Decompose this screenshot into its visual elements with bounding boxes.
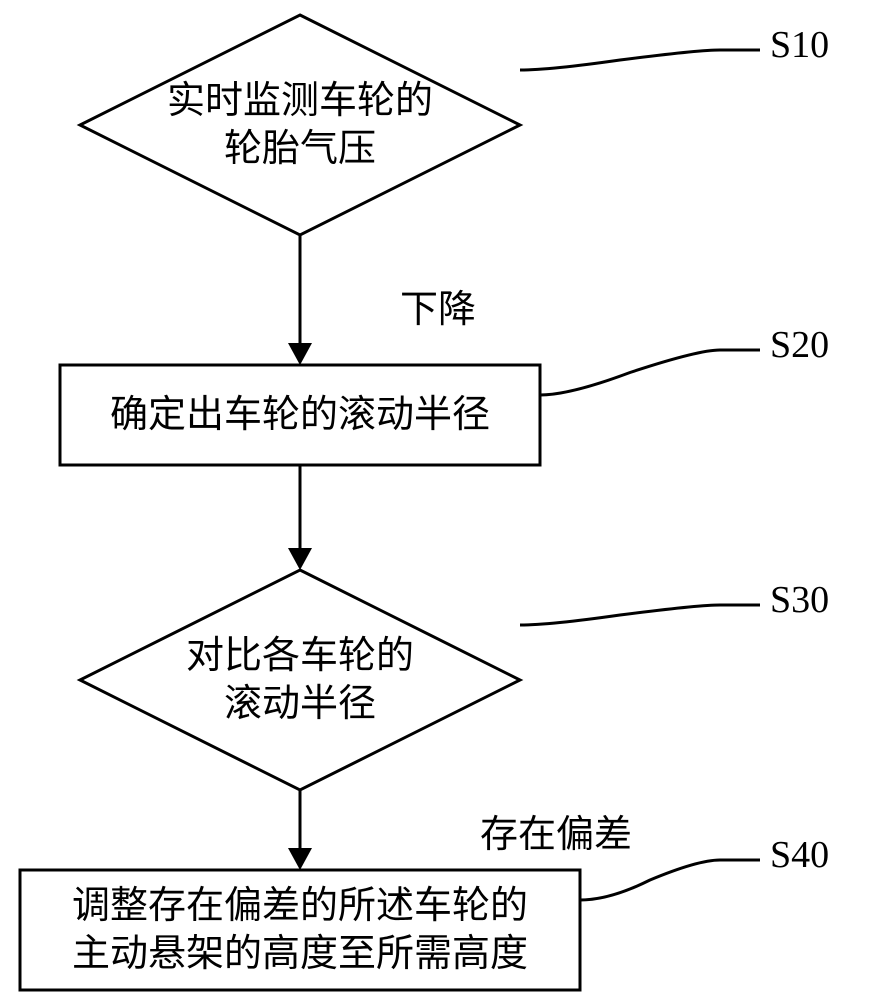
flow-edge-s10-s20: 下降 <box>288 235 476 365</box>
arrowhead-1 <box>288 548 312 570</box>
node-text-s30-0: 对比各车轮的 <box>186 635 414 677</box>
node-text-s40-0: 调整存在偏差的所述车轮的 <box>72 885 528 927</box>
flow-node-s40: 调整存在偏差的所述车轮的主动悬架的高度至所需高度 S40 <box>20 834 829 990</box>
callout-s40 <box>580 860 760 900</box>
node-text-s40-1: 主动悬架的高度至所需高度 <box>72 933 528 975</box>
flow-node-s10: 实时监测车轮的轮胎气压 S10 <box>80 15 829 235</box>
callout-s20 <box>540 350 760 395</box>
diamond-s30 <box>80 570 520 790</box>
diamond-s10 <box>80 15 520 235</box>
node-text-s10-0: 实时监测车轮的 <box>167 80 433 122</box>
arrowhead-2 <box>288 848 312 870</box>
node-text-s30-1: 滚动半径 <box>224 683 376 725</box>
edge-label-2: 存在偏差 <box>480 814 632 856</box>
flow-edge-s30-s40: 存在偏差 <box>288 790 632 870</box>
callout-s30 <box>520 605 760 625</box>
callout-s10 <box>520 50 760 70</box>
arrowhead-0 <box>288 343 312 365</box>
flow-node-s30: 对比各车轮的滚动半径 S30 <box>80 570 829 790</box>
flow-edge-s20-s30 <box>288 465 312 570</box>
step-label-s40: S40 <box>770 834 829 876</box>
flow-node-s20: 确定出车轮的滚动半径 S20 <box>60 324 829 465</box>
node-text-s10-1: 轮胎气压 <box>224 128 376 170</box>
step-label-s10: S10 <box>770 24 829 66</box>
node-text-s20-0: 确定出车轮的滚动半径 <box>110 394 490 436</box>
edge-label-0: 下降 <box>400 289 476 331</box>
step-label-s20: S20 <box>770 324 829 366</box>
step-label-s30: S30 <box>770 579 829 621</box>
